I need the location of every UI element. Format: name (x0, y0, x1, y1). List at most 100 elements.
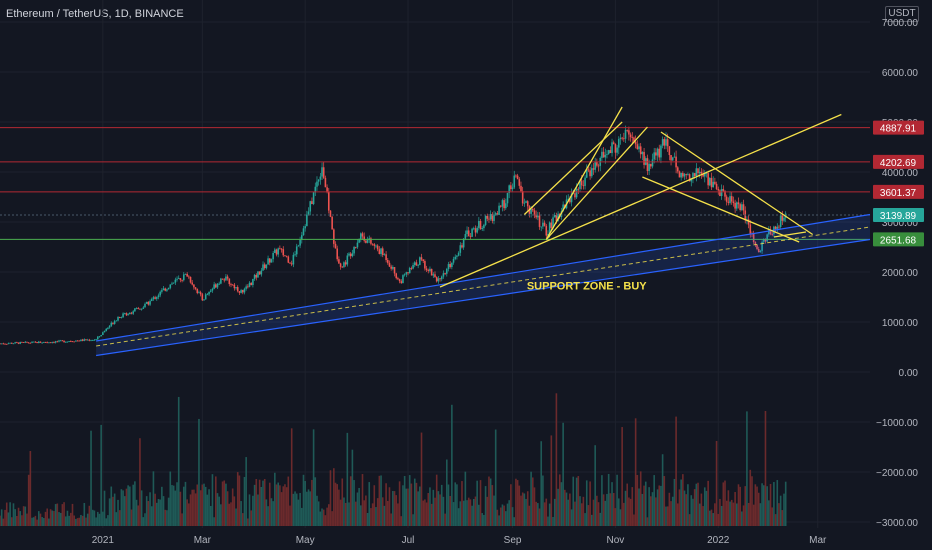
candle-body (535, 214, 537, 218)
y-tick-label: 0.00 (899, 368, 919, 379)
trend-line (523, 121, 623, 215)
volume-bar (9, 502, 11, 526)
candle-body (408, 268, 411, 274)
candle-body (494, 213, 497, 215)
candle-body (523, 202, 526, 204)
volume-bar (567, 499, 569, 526)
candle-body (226, 276, 229, 279)
volume-bar (339, 499, 342, 526)
volume-bar (140, 490, 143, 526)
volume-bar (616, 474, 618, 526)
volume-bar (66, 510, 69, 526)
volume-bar (499, 507, 502, 526)
volume-bar (356, 492, 359, 526)
candle-body (742, 204, 745, 211)
volume-bar (213, 517, 215, 526)
volume-bar (139, 438, 141, 526)
volume-bar (349, 476, 352, 526)
volume-bar (425, 502, 428, 526)
candle-body (430, 268, 433, 276)
volume-bar (440, 484, 443, 526)
price-tag-current (873, 208, 924, 223)
volume-bar (78, 517, 81, 526)
x-axis[interactable]: 2021 Mar May Jul Sep Nov 2022 Mar (92, 535, 827, 546)
volume-bar (108, 498, 111, 526)
volume-bar (633, 514, 635, 526)
candle-body (230, 284, 232, 285)
volume-bar (228, 503, 231, 526)
volume-bar (655, 497, 657, 526)
candle-body (130, 312, 133, 314)
candle-body (543, 222, 546, 226)
y-tick-label: 1000.00 (882, 318, 919, 329)
candle-body (680, 172, 682, 178)
volume-bar (63, 502, 65, 526)
volume-bar (267, 506, 269, 526)
candle-body (769, 229, 772, 235)
volume-bar (678, 489, 681, 526)
candle-body (123, 313, 126, 314)
volume-bar (201, 484, 204, 526)
candle-body (687, 174, 689, 176)
candle-body (685, 174, 688, 175)
volume-bar (434, 497, 436, 526)
candle-body (602, 151, 605, 158)
candle-body (651, 159, 654, 167)
candle-body (58, 340, 60, 342)
volume-bar (698, 503, 701, 526)
volume-bar (275, 484, 278, 526)
volume-bar (452, 502, 455, 526)
candle-body (351, 253, 354, 257)
candle-body (768, 229, 770, 235)
volume-bar (96, 511, 99, 526)
candle-body (24, 341, 27, 343)
price-tag-support (873, 232, 924, 247)
volume-bar (319, 511, 322, 526)
volume-bar (761, 483, 763, 526)
candle-body (93, 339, 96, 341)
candle-body (348, 253, 350, 256)
volume-bar (555, 393, 558, 526)
volume-bar (575, 477, 578, 526)
candle-body (144, 303, 146, 308)
candle-body (756, 244, 758, 250)
volume-bar (771, 507, 774, 526)
candle-body (311, 201, 313, 205)
volume-bar (329, 470, 332, 526)
volume-bar (643, 485, 645, 526)
candle-body (393, 267, 396, 274)
volume-bar (407, 488, 409, 526)
currency-button[interactable]: USDT (885, 6, 919, 22)
volume-bar (405, 488, 408, 526)
volume-bar (14, 509, 16, 526)
candle-body (585, 169, 588, 178)
candle-body (537, 215, 539, 218)
volume-bar (263, 478, 266, 526)
volume-bar (381, 497, 384, 526)
candle-body (472, 228, 475, 230)
candle-body (11, 342, 13, 344)
candle-body (115, 320, 118, 322)
volume-bar (665, 506, 667, 526)
y-axis[interactable]: −3000.00 −2000.00 −1000.00 0.00 1000.00 2000.… (876, 18, 918, 529)
candle-body (339, 263, 342, 267)
volume-bar (707, 480, 709, 526)
volume-bar (528, 505, 531, 526)
candle-body (16, 342, 18, 344)
volume-bar (70, 512, 72, 526)
volume-bar (732, 502, 735, 526)
candle-body (643, 151, 645, 165)
channel-middle-line (96, 226, 871, 347)
candle-body (236, 287, 239, 292)
volume-bar (98, 513, 101, 526)
candle-body (53, 342, 55, 343)
volume-bar (604, 500, 607, 526)
volume-bar (548, 503, 551, 526)
volume-bar (752, 504, 755, 526)
volume-bar (245, 457, 247, 526)
candle-body (673, 156, 676, 158)
candle-body (638, 146, 640, 150)
volume-bar (410, 483, 413, 526)
candle-body (515, 175, 517, 177)
